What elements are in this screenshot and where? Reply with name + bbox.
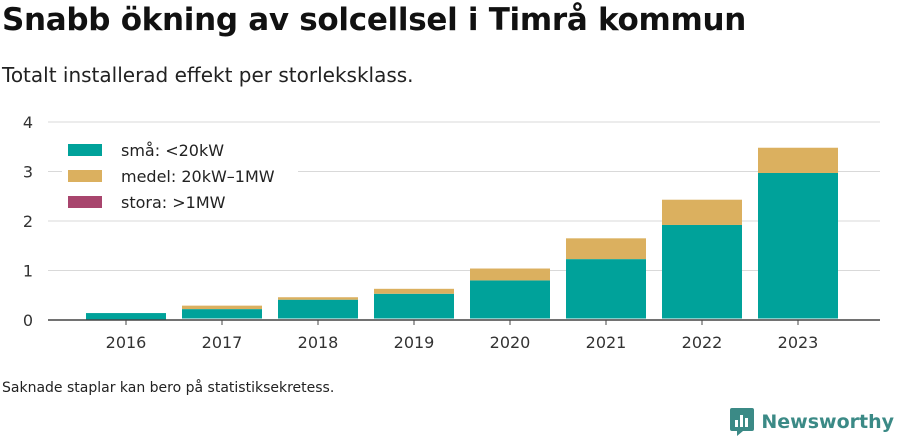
bar-segment — [662, 199, 742, 225]
y-tick-label: 0 — [23, 311, 33, 330]
footnote: Saknade staplar kan bero på statistiksek… — [2, 380, 335, 396]
legend: små: <20kW medel: 20kW–1MW stora: >1MW — [62, 136, 298, 218]
bar-segment — [278, 299, 358, 319]
x-tick-label: 2021 — [586, 333, 627, 352]
x-tick-label: 2023 — [778, 333, 819, 352]
y-tick-label: 4 — [23, 113, 33, 132]
x-tick-label: 2022 — [682, 333, 723, 352]
y-tick-label: 3 — [23, 163, 33, 182]
chart-title: Snabb ökning av solcellsel i Timrå kommu… — [2, 2, 747, 38]
bar-segment — [758, 172, 838, 319]
axes: 0 1 2 3 4 2016 2017 2018 2019 2020 2021 2022 2023 — [23, 113, 880, 352]
bar-segment — [182, 309, 262, 319]
chart-subtitle: Totalt installerad effekt per storlekskl… — [2, 63, 414, 87]
brand-name: Newsworthy — [761, 411, 894, 433]
bar-segment — [374, 288, 454, 294]
bar-segment — [470, 268, 550, 281]
x-tick-label: 2017 — [202, 333, 243, 352]
legend-item-large: stora: >1MW — [68, 192, 225, 212]
bars — [86, 147, 838, 320]
legend-label-large: stora: >1MW — [121, 192, 226, 212]
legend-swatch-large — [68, 196, 102, 208]
brand-logo: Newsworthy — [729, 407, 894, 437]
y-tick-label: 2 — [23, 212, 33, 231]
legend-label-medium: medel: 20kW–1MW — [121, 166, 275, 186]
x-tick-label: 2020 — [490, 333, 531, 352]
legend-swatch-medium — [68, 170, 102, 182]
legend-item-medium: medel: 20kW–1MW — [68, 166, 275, 186]
bar-segment — [566, 259, 646, 319]
bar-segment — [374, 293, 454, 319]
legend-item-small: små: <20kW — [68, 140, 224, 160]
bar-segment — [662, 224, 742, 319]
bar-segment — [278, 297, 358, 300]
x-tick-label: 2016 — [106, 333, 147, 352]
legend-label-small: små: <20kW — [121, 140, 225, 160]
x-tick-label: 2019 — [394, 333, 435, 352]
y-tick-label: 1 — [23, 262, 33, 281]
bar-segment — [182, 305, 262, 310]
stacked-bar-chart: 0 1 2 3 4 2016 2017 2018 2019 2020 2021 2022 2023 — [23, 113, 880, 352]
bar-segment — [566, 238, 646, 260]
newsworthy-logo-icon — [730, 408, 755, 436]
x-tick-label: 2018 — [298, 333, 339, 352]
bar-segment — [470, 280, 550, 319]
legend-swatch-small — [68, 144, 102, 156]
bar-segment — [758, 147, 838, 173]
bar-segment — [86, 313, 166, 320]
